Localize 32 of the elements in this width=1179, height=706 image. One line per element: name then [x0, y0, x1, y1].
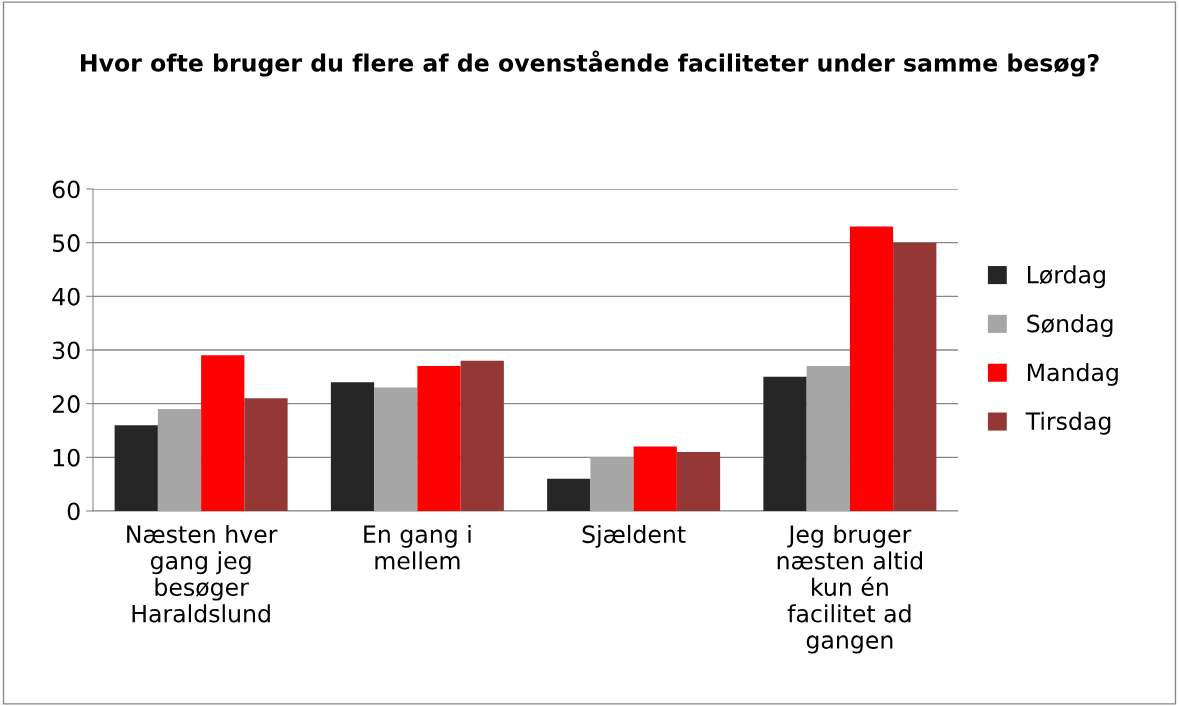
- bar: [547, 478, 591, 511]
- bar: [157, 409, 202, 511]
- x-tick-label: Sjældent: [582, 524, 686, 548]
- bar: [676, 451, 721, 511]
- y-tick-label: 30: [52, 341, 80, 360]
- chart-title: Hvor ofte bruger du flere af de ovenstående faciliteter under samme besøg?: [81, 50, 1099, 77]
- y-tick-label: 20: [52, 395, 80, 413]
- x-tick-label: En gang i mellem: [364, 524, 471, 570]
- legend-label: Søndag: [1027, 314, 1113, 338]
- bar: [114, 425, 158, 511]
- x-tick-label: Næsten hver gang jeg besøger Haraldslund: [127, 524, 278, 623]
- bar: [849, 226, 894, 511]
- bar: [806, 366, 850, 511]
- legend-label: Tirsdag: [1025, 411, 1111, 435]
- bar: [374, 387, 418, 511]
- bar: [590, 457, 634, 511]
- y-tick-label: 60: [52, 180, 80, 199]
- x-tick-label: Jeg bruger næsten altid kun én facilitet ad gangen: [777, 524, 922, 654]
- bar: [201, 355, 245, 511]
- bar: [460, 360, 504, 511]
- bar: [417, 366, 461, 511]
- bar: [633, 446, 677, 511]
- bar: [244, 398, 288, 511]
- legend-label: Lørdag: [1027, 265, 1105, 289]
- y-tick-label: 40: [52, 287, 80, 306]
- y-tick-label: 10: [53, 448, 80, 467]
- bar: [763, 376, 807, 511]
- y-tick-label: 0: [67, 502, 80, 521]
- bar: [893, 242, 937, 511]
- legend-label: Mandag: [1027, 362, 1118, 386]
- bar: [330, 382, 375, 511]
- y-tick-label: 50: [52, 234, 80, 252]
